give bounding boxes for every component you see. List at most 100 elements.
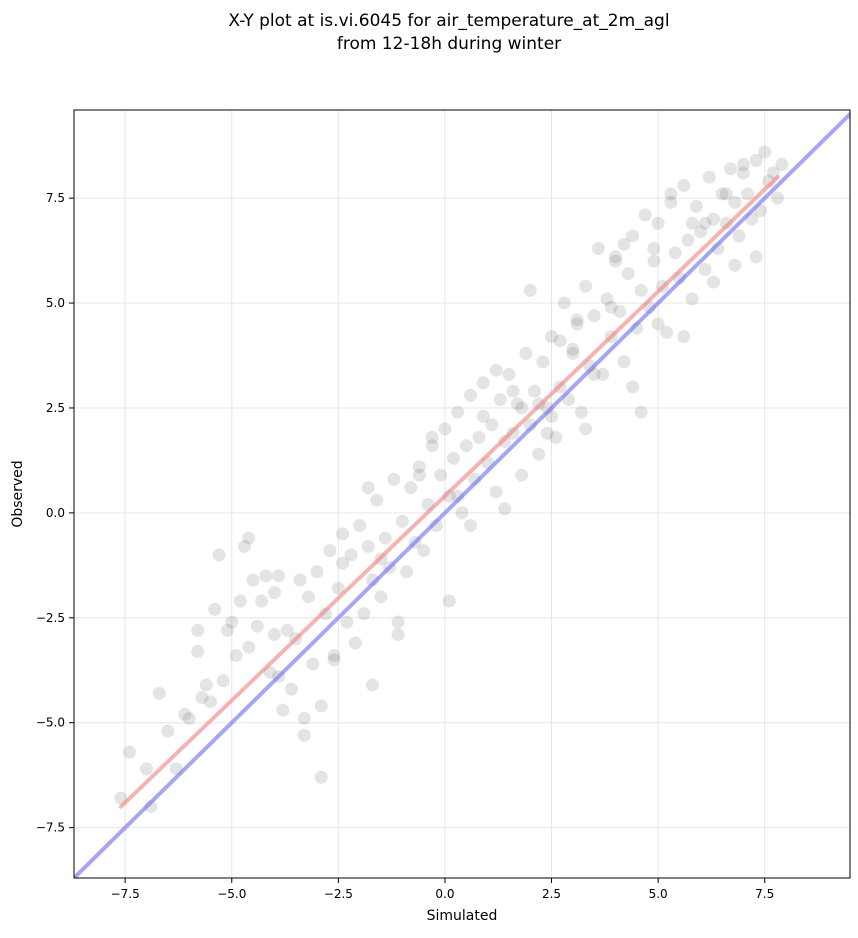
- data-point: [267, 586, 281, 600]
- data-point: [502, 367, 516, 381]
- data-point: [540, 426, 554, 440]
- y-axis-label: Observed: [10, 460, 26, 527]
- data-point: [587, 309, 601, 323]
- data-point: [728, 258, 742, 272]
- data-point: [698, 216, 712, 230]
- chart-title: X-Y plot at is.vi.6045 for air_temperatu…: [228, 11, 669, 31]
- y-tick-label: 0.0: [46, 506, 65, 520]
- data-point: [191, 623, 205, 637]
- data-point: [417, 544, 431, 558]
- data-point: [336, 556, 350, 570]
- data-point: [553, 334, 567, 348]
- y-tick-label: −2.5: [36, 611, 65, 625]
- y-tick-label: −7.5: [36, 821, 65, 835]
- data-point: [425, 430, 439, 444]
- y-tick-label: −5.0: [36, 716, 65, 730]
- data-point: [647, 254, 661, 268]
- data-point: [191, 644, 205, 658]
- data-point: [122, 745, 136, 759]
- data-point: [434, 468, 448, 482]
- data-point: [297, 712, 311, 726]
- data-point: [570, 313, 584, 327]
- data-point: [378, 531, 392, 545]
- data-point: [719, 187, 733, 201]
- data-point: [574, 405, 588, 419]
- data-point: [694, 225, 708, 239]
- data-point: [515, 401, 529, 415]
- data-point: [446, 451, 460, 465]
- data-point: [741, 187, 755, 201]
- data-point: [412, 468, 426, 482]
- data-point: [331, 581, 345, 595]
- y-tick-label: 7.5: [46, 191, 65, 205]
- data-point: [476, 376, 490, 390]
- x-tick-label: −2.5: [324, 887, 353, 901]
- data-point: [698, 262, 712, 276]
- plot-frame: [73, 109, 851, 879]
- data-point: [608, 254, 622, 268]
- data-point: [327, 649, 341, 663]
- data-point: [238, 539, 252, 553]
- x-tick-label: 0.0: [435, 887, 454, 901]
- data-point: [365, 678, 379, 692]
- data-point: [314, 770, 328, 784]
- data-point: [340, 615, 354, 629]
- data-point: [707, 275, 721, 289]
- data-point: [442, 594, 456, 608]
- data-point: [357, 607, 371, 621]
- data-point: [208, 602, 222, 616]
- data-point: [668, 246, 682, 260]
- grid: [74, 110, 850, 878]
- data-point: [651, 216, 665, 230]
- data-point: [178, 707, 192, 721]
- data-point: [336, 527, 350, 541]
- data-point: [361, 481, 375, 495]
- data-point: [493, 393, 507, 407]
- data-point: [220, 623, 234, 637]
- data-point: [302, 590, 316, 604]
- data-point: [195, 691, 209, 705]
- data-point: [626, 380, 640, 394]
- data-point: [485, 418, 499, 432]
- data-point: [591, 241, 605, 255]
- data-point: [412, 460, 426, 474]
- data-point: [634, 283, 648, 297]
- data-point: [459, 439, 473, 453]
- data-point: [690, 200, 704, 214]
- data-point: [161, 724, 175, 738]
- x-tick-label: 5.0: [649, 887, 668, 901]
- data-point: [557, 296, 571, 310]
- data-point: [152, 686, 166, 700]
- data-point: [310, 565, 324, 579]
- data-point: [306, 657, 320, 671]
- data-point: [476, 409, 490, 423]
- data-point: [250, 619, 264, 633]
- data-point: [775, 158, 789, 172]
- data-point: [391, 628, 405, 642]
- data-point: [293, 573, 307, 587]
- data-point: [297, 728, 311, 742]
- data-point: [438, 422, 452, 436]
- data-point: [319, 607, 333, 621]
- data-point: [604, 300, 618, 314]
- data-point: [353, 518, 367, 532]
- data-point: [455, 506, 469, 520]
- data-point: [685, 216, 699, 230]
- data-point: [395, 514, 409, 528]
- data-point: [664, 195, 678, 209]
- data-point: [566, 346, 580, 360]
- reference-lines: [74, 112, 850, 878]
- data-point: [707, 212, 721, 226]
- data-point: [216, 674, 230, 688]
- data-point: [284, 682, 298, 696]
- data-point: [715, 187, 729, 201]
- data-point: [613, 304, 627, 318]
- x-tick-label: −5.0: [217, 887, 246, 901]
- data-point: [246, 573, 260, 587]
- data-point: [579, 422, 593, 436]
- data-point: [498, 502, 512, 516]
- data-point: [732, 229, 746, 243]
- data-point: [387, 472, 401, 486]
- x-axis-ticks: −7.5 −5.0 −2.5 0.0 2.5 5.0 7.5: [111, 878, 774, 901]
